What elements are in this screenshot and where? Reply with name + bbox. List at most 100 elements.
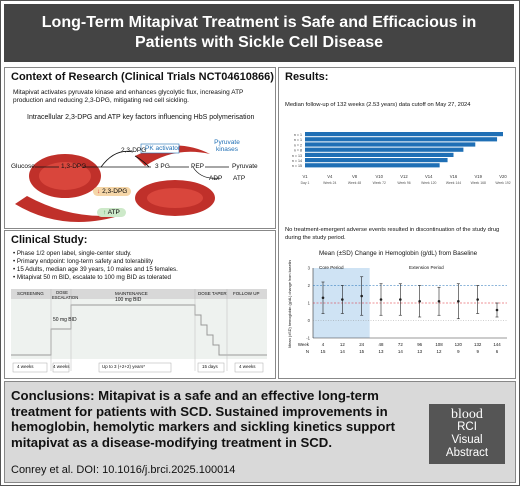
swimmer-row-label: n = 2 bbox=[294, 143, 302, 147]
context-text-1: Mitapivat activates pyruvate kinase and … bbox=[13, 89, 244, 96]
n-label: 14 bbox=[398, 349, 403, 354]
swimmer-x-tick: V10 bbox=[376, 174, 384, 179]
results-panel: Results: Median follow-up of 132 weeks (… bbox=[278, 67, 516, 379]
duration-screening: 4 weeks bbox=[17, 364, 34, 369]
n-label: 6 bbox=[496, 349, 499, 354]
cell-dpg-label: 2,3-DPG bbox=[102, 188, 128, 195]
n-label: 15 bbox=[359, 349, 364, 354]
x-tick-label: 48 bbox=[379, 342, 384, 347]
context-panel: Context of Research (Clinical Trials NCT… bbox=[4, 67, 276, 229]
swimmer-x-tick-week: Week 168 bbox=[471, 181, 486, 185]
y-tick-label: 0 bbox=[308, 318, 311, 323]
dose-low-label: 50 mg BID bbox=[53, 317, 77, 323]
swimmer-bar bbox=[305, 152, 454, 157]
conclusion-panel: Conclusions: Mitapivat is a safe and an … bbox=[4, 381, 516, 483]
pathway-adp: ADP bbox=[209, 175, 223, 182]
cell-atp-badge: ↑ ATP bbox=[97, 208, 126, 217]
brand-line-1: RCI bbox=[457, 421, 477, 433]
swimmer-bar bbox=[305, 132, 503, 137]
phase-screening: SCREENING bbox=[17, 291, 44, 296]
n-label: 15 bbox=[321, 349, 326, 354]
swimmer-x-tick: V8 bbox=[352, 174, 358, 179]
x-tick-label: 96 bbox=[417, 342, 422, 347]
x-tick-label: 12 bbox=[340, 342, 345, 347]
swimmer-x-tick-week: Day 1 bbox=[301, 181, 310, 185]
swimmer-row-label: n = 13 bbox=[292, 154, 302, 158]
mean-point bbox=[437, 299, 441, 303]
cell-atp-label: ATP bbox=[107, 209, 120, 216]
mean-point bbox=[418, 299, 421, 303]
n-label: 14 bbox=[340, 349, 345, 354]
hemoglobin-chart: -101234151214241548137214961310812120913… bbox=[288, 260, 507, 354]
x-tick-label: 108 bbox=[435, 342, 443, 347]
phase-follow-up: FOLLOW UP bbox=[233, 291, 260, 296]
mean-point bbox=[457, 299, 460, 303]
followup-text: Median follow-up of 132 weeks (2.53 year… bbox=[285, 102, 471, 108]
study-bullet: • Mitapivat 50 m BID, escalate to 100 mg… bbox=[13, 274, 171, 281]
study-heading: Clinical Study: bbox=[11, 234, 88, 246]
pk-activator-box bbox=[140, 143, 180, 154]
mean-point bbox=[341, 298, 344, 301]
swimmer-row-label: n = 8 bbox=[294, 149, 302, 153]
swimmer-x-tick-week: Week 144 bbox=[446, 181, 461, 185]
y-tick-label: -1 bbox=[306, 336, 310, 341]
title-banner: Long-Term Mitapivat Treatment is Safe an… bbox=[4, 4, 514, 62]
swimmer-x-tick-week: Week 96 bbox=[397, 181, 410, 185]
swimmer-bar bbox=[305, 137, 498, 142]
swimmer-x-tick: V19 bbox=[475, 174, 483, 179]
pathway-pep: PEP bbox=[191, 163, 205, 170]
swimmer-x-tick: V16 bbox=[450, 174, 458, 179]
n-label: 12 bbox=[437, 349, 442, 354]
swimmer-row-label: n = 1 bbox=[294, 133, 302, 137]
swimmer-x-tick-week: Week 120 bbox=[421, 181, 436, 185]
phase-maintenance: MAINTENANCE bbox=[115, 291, 148, 296]
swimmer-x-tick-week: Week 48 bbox=[348, 181, 361, 185]
x-tick-label: 4 bbox=[322, 342, 325, 347]
swimmer-bar bbox=[305, 147, 464, 152]
context-heading: Context of Research (Clinical Trials NCT… bbox=[11, 71, 274, 83]
duration-follow-up: 4 weeks bbox=[239, 364, 256, 369]
title-line-2: Patients with Sickle Cell Disease bbox=[134, 34, 384, 51]
swimmer-x-tick-week: Week 192 bbox=[495, 181, 510, 185]
n-label: 13 bbox=[417, 349, 422, 354]
phase-dose-taper: DOSE TAPER bbox=[198, 291, 227, 296]
swimmer-x-tick: V4 bbox=[327, 174, 333, 179]
n-label: 9 bbox=[457, 349, 460, 354]
blood-logo: blood bbox=[451, 407, 483, 422]
red-cell-center-2 bbox=[147, 188, 203, 208]
mean-point bbox=[321, 296, 325, 300]
title-line-1: Long-Term Mitapivat Treatment is Safe an… bbox=[41, 14, 477, 31]
pathway-glucose: Glucose bbox=[11, 163, 35, 170]
swimmer-bar bbox=[305, 142, 476, 147]
pathway-23dpg: 2,3-DPG bbox=[121, 147, 147, 154]
n-label: 9 bbox=[476, 349, 479, 354]
brand-line-3: Abstract bbox=[445, 447, 489, 459]
x-tick-label: 24 bbox=[359, 342, 364, 347]
swimmer-plot: n = 1n = 1n = 2n = 8n = 13n = 14n = 15V1… bbox=[292, 132, 511, 185]
down-arrow-icon: ↓ bbox=[97, 188, 101, 195]
core-period-label: Core Period bbox=[319, 265, 344, 270]
swimmer-row-label: n = 15 bbox=[292, 164, 302, 168]
swimmer-x-tick: V20 bbox=[499, 174, 507, 179]
glycolysis-pathway-diagram bbox=[15, 143, 229, 222]
pk-activator-label: PK activator bbox=[145, 145, 181, 152]
context-text-2: production and reducing 2,3-DPG, mitigat… bbox=[13, 97, 189, 104]
y-tick-label: 3 bbox=[308, 266, 311, 271]
x-tick-label: 120 bbox=[455, 342, 463, 347]
study-bullet: • 15 Adults, median age 39 years, 10 mal… bbox=[13, 266, 178, 273]
phase-dose-escalation: DOSE ESCALATION bbox=[52, 290, 79, 300]
x-tick-label: 144 bbox=[493, 342, 501, 347]
swimmer-x-tick: V14 bbox=[425, 174, 433, 179]
x-tick-label: 132 bbox=[474, 342, 482, 347]
study-bullet: • Primary endpoint: long-term safety and… bbox=[13, 258, 154, 265]
swimmer-x-tick: V1 bbox=[302, 174, 308, 179]
context-subheading: Intracellular 2,3-DPG and ATP key factor… bbox=[27, 114, 255, 121]
hb-chart-title: Mean (±SD) Change in Hemoglobin (g/dL) f… bbox=[319, 250, 478, 257]
dose-curve bbox=[11, 304, 267, 356]
results-heading: Results: bbox=[285, 71, 329, 83]
y-tick-label: 1 bbox=[308, 301, 311, 306]
dose-high-label: 100 mg BID bbox=[115, 297, 142, 303]
swimmer-x-tick: V12 bbox=[400, 174, 408, 179]
mean-point bbox=[476, 298, 479, 301]
duration-maintenance: Up to 3 (+2+2) years* bbox=[102, 364, 146, 369]
